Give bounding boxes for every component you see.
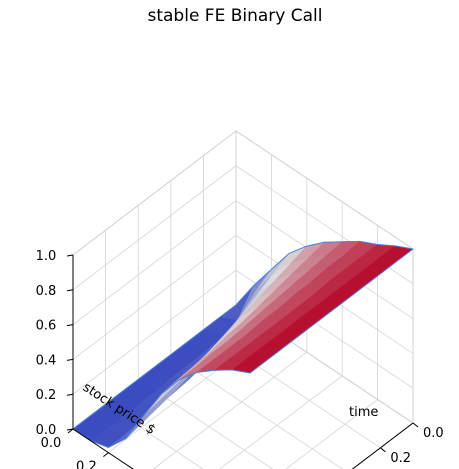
y-axis-line: [72, 428, 134, 469]
x-tick-mark: [380, 447, 386, 453]
y-tick-label: 0.0: [41, 436, 62, 451]
z-tick-label: 0.2: [36, 388, 57, 403]
z-tick-mark: [66, 289, 74, 292]
grid-line-y: [152, 178, 308, 469]
grid-line-z: [72, 234, 414, 360]
x-tick-label: 0.2: [390, 451, 411, 466]
grid-line-z: [72, 130, 414, 256]
z-tick-mark: [66, 254, 74, 257]
z-tick-label: 0.0: [36, 423, 57, 438]
surface-edge-start: [72, 304, 237, 430]
surface: [72, 240, 414, 448]
z-tick-mark: [66, 428, 74, 431]
z-tick-mark: [66, 393, 74, 396]
surface-edge-maturity: [249, 248, 414, 374]
y-tick-mark: [67, 428, 74, 434]
x-tick-label: 0.0: [423, 426, 444, 441]
x-tick-mark: [412, 422, 419, 428]
z-tick-label: 0.4: [36, 353, 57, 368]
z-tick-label: 0.6: [36, 319, 57, 334]
grid-line-y: [285, 225, 379, 469]
grid-line-z: [72, 269, 414, 395]
y-axis-label: time: [349, 405, 378, 420]
surface-edge-low-price: [235, 240, 414, 306]
axes: [66, 254, 419, 469]
z-tick-mark: [66, 358, 74, 361]
z-tick-label: 0.8: [36, 284, 57, 299]
chart-title: stable FE Binary Call: [147, 6, 322, 26]
tick-labels: 0.00.20.40.60.81.00.00.20.40.60.81.00.00…: [36, 249, 444, 469]
surface-edge-high-price: [72, 369, 251, 448]
y-tick-label: 0.2: [76, 460, 97, 469]
y-tick-mark: [103, 452, 109, 457]
z-tick-mark: [66, 324, 74, 327]
z-tick-label: 1.0: [36, 249, 57, 264]
x-axis-line: [351, 422, 414, 469]
